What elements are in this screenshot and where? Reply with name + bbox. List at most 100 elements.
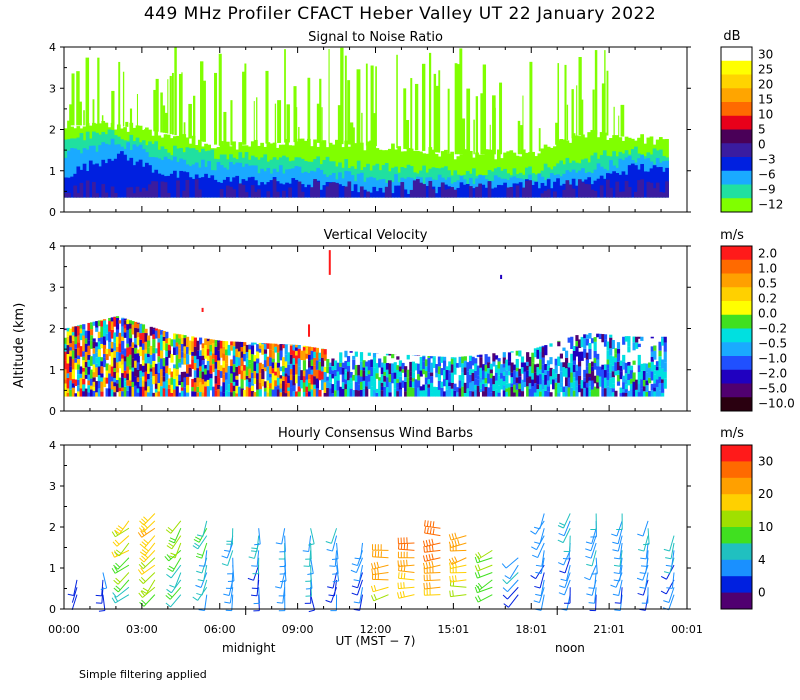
snr-clutter-streak — [606, 70, 609, 136]
velocity-cell — [349, 351, 353, 353]
wind-barb-staff — [507, 586, 519, 600]
velocity-cell — [531, 379, 535, 387]
velocity-cell — [320, 348, 325, 358]
wind-barb — [666, 572, 675, 589]
velocity-cell — [214, 340, 218, 344]
snr-low-layer — [624, 180, 629, 198]
velocity-cell — [422, 390, 426, 397]
wind-barb-flag — [165, 529, 172, 534]
velocity-cell — [126, 373, 130, 381]
velocity-cell — [204, 345, 208, 351]
wind-barb-flag — [327, 586, 334, 589]
wind-barb-staff — [117, 572, 130, 585]
velocity-cell — [492, 353, 496, 358]
velocity-cell — [289, 363, 294, 369]
velocity-cell — [606, 359, 610, 365]
velocity-cell — [147, 340, 151, 348]
velocity-cell — [380, 386, 384, 391]
velocity-cell — [144, 363, 148, 372]
velocity-cell — [289, 374, 294, 381]
velocity-cell — [554, 377, 558, 383]
velocity-cell — [141, 332, 146, 344]
velocity-cell — [160, 376, 164, 387]
velocity-cell — [128, 346, 133, 355]
velocity-cell — [653, 364, 657, 371]
velocity-cell — [214, 355, 218, 363]
snr-low-layer — [637, 180, 641, 198]
velocity-cell — [134, 385, 138, 397]
snr-layer-green — [475, 152, 479, 198]
velocity-cell — [214, 343, 218, 347]
velocity-cell — [536, 389, 540, 397]
snr-clutter-streak — [71, 73, 75, 126]
velocity-cell — [609, 355, 613, 364]
y-tick-label: 1 — [49, 165, 56, 178]
velocity-cell — [357, 390, 361, 397]
snr-low-layer — [359, 186, 364, 198]
velocity-cell — [297, 358, 301, 367]
wind-barb-flag — [431, 545, 434, 552]
wind-barb-staff — [617, 528, 623, 544]
velocity-cell — [79, 373, 83, 378]
velocity-cell — [655, 370, 660, 380]
snr-layer-blue — [406, 193, 411, 198]
snr-low-layer — [194, 179, 199, 198]
snr-low-layer — [543, 190, 548, 198]
velocity-cell — [74, 336, 78, 345]
snr-low-layer — [422, 184, 426, 198]
velocity-cell — [650, 336, 654, 339]
wind-barb — [166, 579, 182, 594]
velocity-cell — [256, 379, 260, 390]
velocity-cell — [468, 382, 473, 391]
wind-barb — [422, 560, 441, 570]
colorbar-label: 0.2 — [758, 292, 777, 306]
snr-low-layer — [67, 192, 71, 198]
velocity-cell — [375, 388, 379, 393]
velocity-cell — [217, 389, 221, 397]
snr-layer-lightblue — [381, 178, 386, 198]
velocity-cell — [240, 341, 244, 348]
velocity-cell — [585, 352, 589, 360]
snr-layer-blue — [630, 163, 635, 198]
wind-barb-staff — [617, 535, 623, 552]
velocity-cell — [593, 363, 597, 370]
velocity-spike — [201, 307, 204, 312]
velocity-cell — [352, 390, 356, 397]
wind-barb-staff — [668, 587, 675, 603]
velocity-cell — [661, 338, 665, 346]
velocity-cell — [359, 376, 364, 382]
velocity-cell — [165, 373, 169, 381]
wind-barb — [502, 586, 519, 600]
velocity-cell — [100, 357, 104, 362]
velocity-cell — [541, 347, 545, 358]
wind-barb-staff — [334, 550, 338, 567]
velocity-cell — [266, 386, 270, 393]
wind-barb-flag — [422, 540, 426, 547]
velocity-cell — [385, 363, 390, 370]
velocity-cell — [134, 321, 138, 328]
velocity-cell — [549, 392, 553, 397]
velocity-cell — [577, 361, 582, 367]
colorbar-label: −5.0 — [758, 382, 787, 396]
wind-barb-flag — [502, 594, 508, 600]
velocity-cell — [198, 371, 203, 379]
velocity-cell — [616, 353, 621, 362]
velocity-cell — [237, 357, 242, 366]
wind-barb — [192, 535, 208, 550]
velocity-cell — [144, 390, 148, 397]
velocity-cell — [173, 339, 177, 348]
velocity-cell — [76, 355, 81, 360]
velocity-cell — [123, 361, 127, 371]
velocity-cell — [92, 341, 96, 349]
velocity-cell — [346, 361, 351, 367]
velocity-cell — [71, 383, 75, 388]
colorbar-label: −12 — [758, 198, 783, 212]
snr-low-layer — [562, 189, 567, 198]
velocity-cell — [476, 385, 480, 397]
snr-low-layer — [297, 181, 302, 198]
wind-barb-flag — [585, 555, 592, 559]
velocity-cell — [541, 379, 545, 390]
velocity-cell — [609, 363, 613, 373]
